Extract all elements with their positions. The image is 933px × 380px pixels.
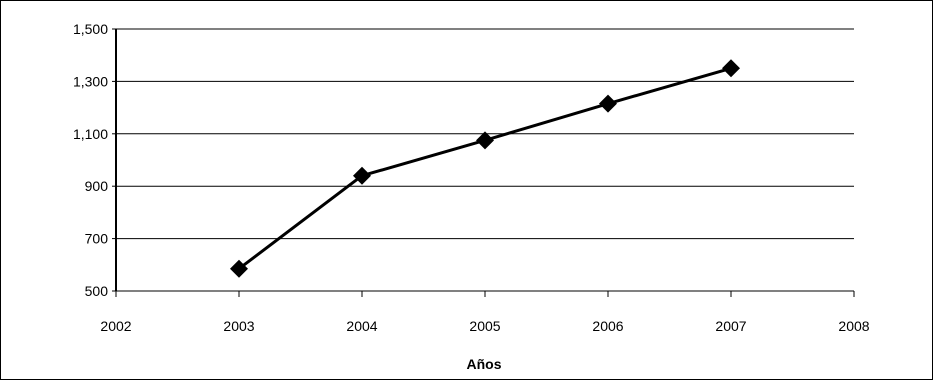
y-tick-label: 900 <box>85 178 109 194</box>
y-axis-ticks: 500 700 900 1,100 1,300 1,500 <box>73 21 116 299</box>
data-point-marker <box>353 166 371 185</box>
x-tick-label: 2004 <box>346 318 377 334</box>
x-axis-ticks: 2002 2003 2004 2005 2006 2007 2008 <box>100 291 870 334</box>
y-tick-label: 1,100 <box>73 126 108 142</box>
x-tick-label: 2003 <box>223 318 254 334</box>
y-tick-label: 1,300 <box>73 73 108 89</box>
x-tick-label: 2005 <box>469 318 500 334</box>
x-tick-label: 2008 <box>838 318 869 334</box>
x-tick-label: 2002 <box>100 318 131 334</box>
data-point-marker <box>476 131 494 150</box>
data-series <box>230 59 740 278</box>
gridlines <box>116 28 854 240</box>
y-tick-label: 500 <box>85 283 109 299</box>
data-point-marker <box>599 94 617 113</box>
y-tick-label: 1,500 <box>73 21 108 37</box>
x-tick-label: 2007 <box>715 318 746 334</box>
data-point-marker <box>230 259 248 278</box>
data-point-marker <box>722 59 740 78</box>
x-axis-title: Años <box>467 356 502 372</box>
x-tick-label: 2006 <box>592 318 623 334</box>
axes <box>115 29 854 292</box>
y-tick-label: 700 <box>85 231 109 247</box>
